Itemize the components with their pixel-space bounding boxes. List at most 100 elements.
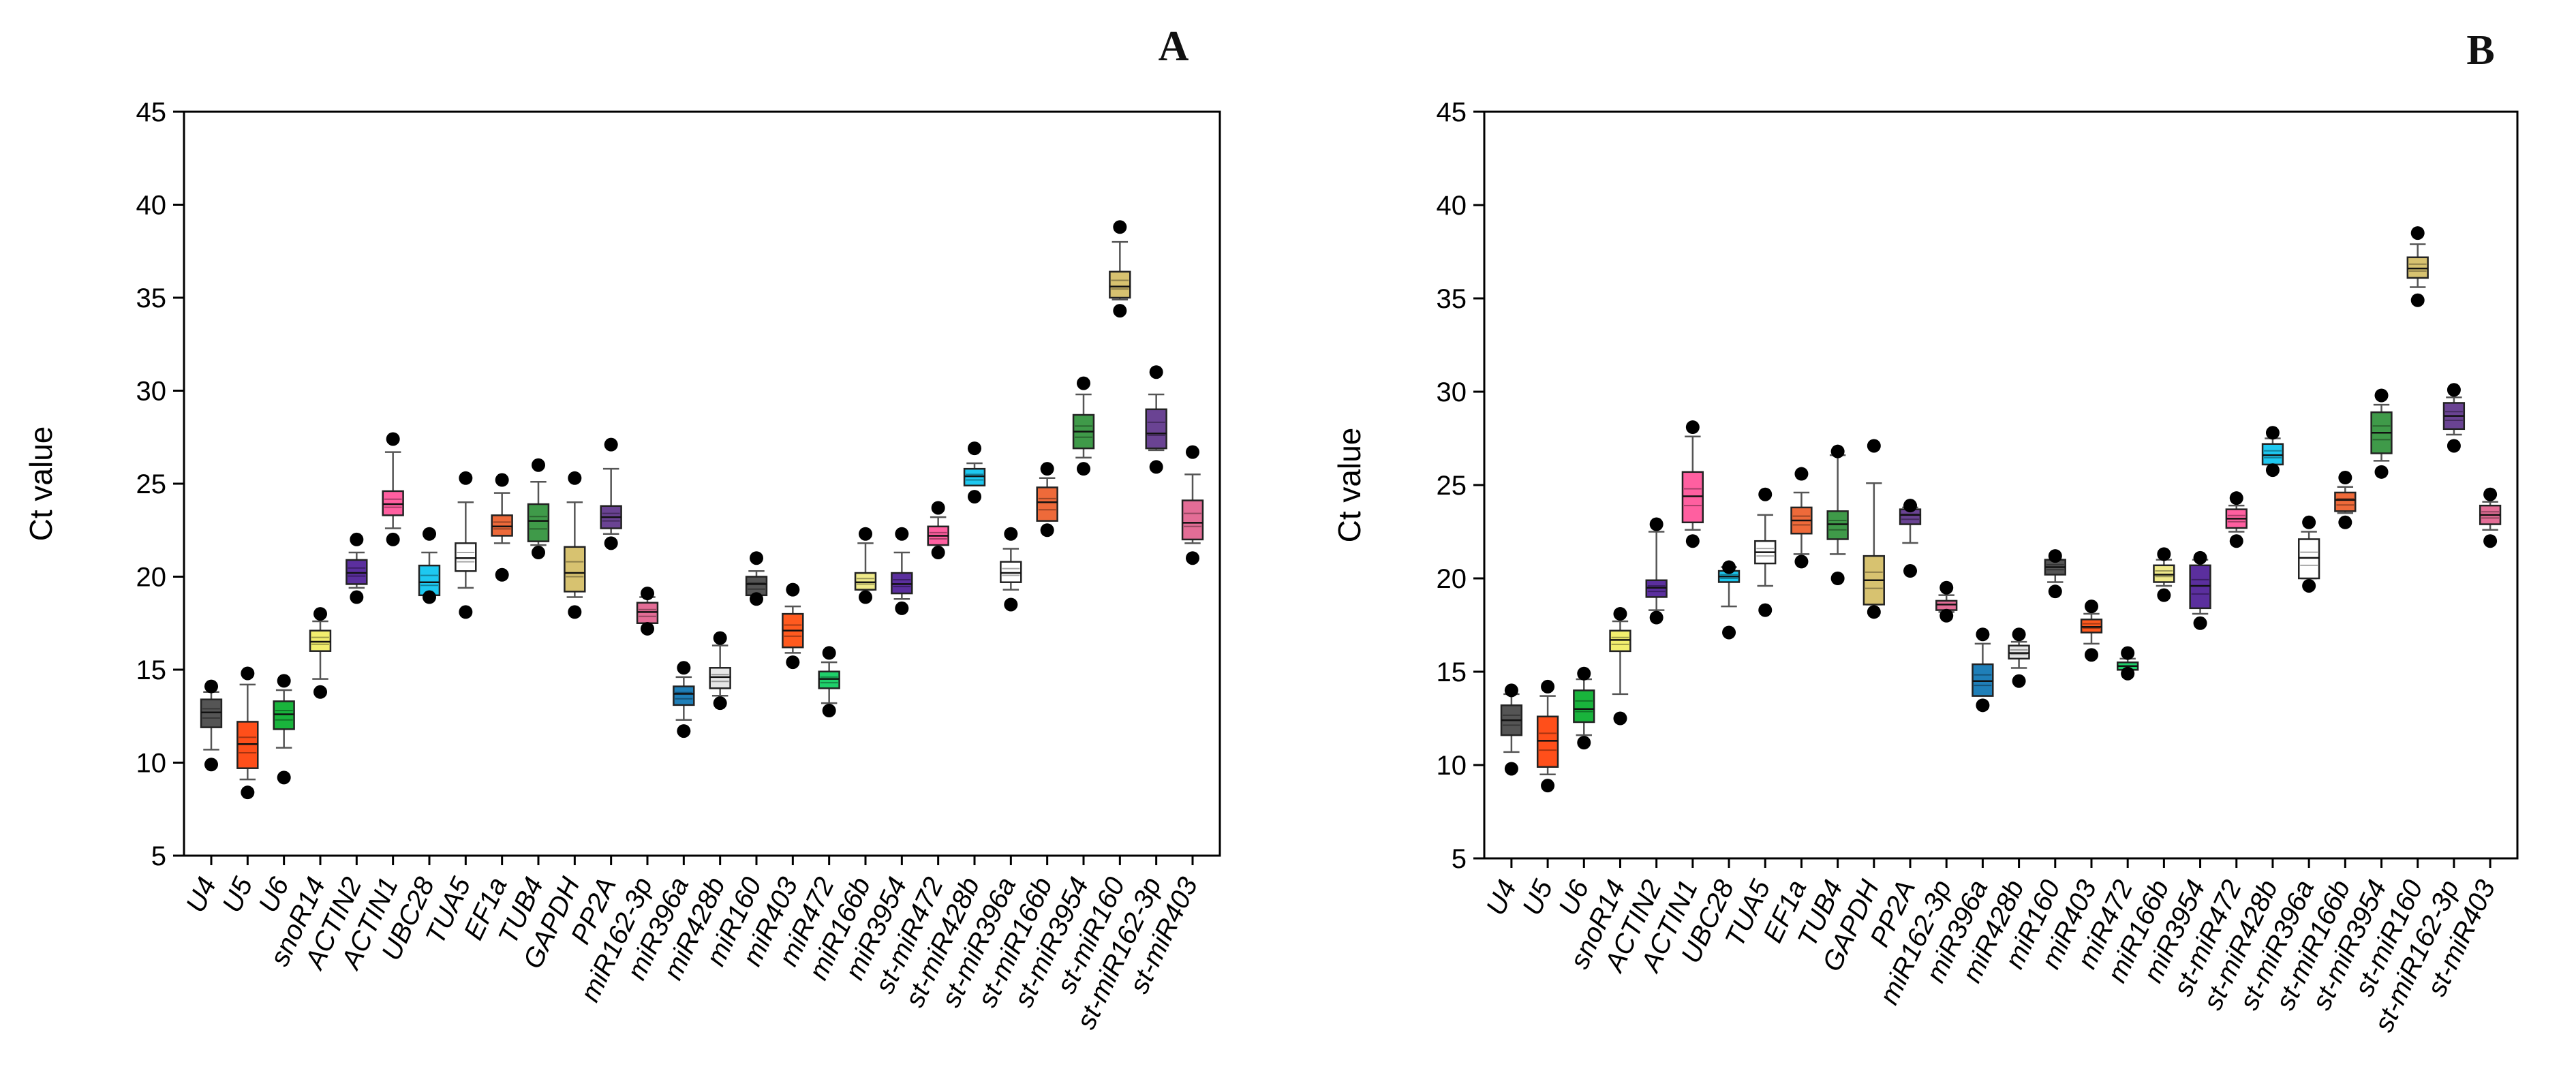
outlier-point [2084, 648, 2098, 662]
outlier-point [1040, 462, 1054, 476]
outlier-point [2121, 646, 2135, 660]
x-tick-label: U4 [181, 873, 222, 917]
box-actin2 [346, 532, 368, 604]
outlier-point [1976, 627, 1990, 642]
box-st-mir162-3p [1145, 365, 1167, 474]
box-mir396a [673, 661, 695, 738]
outlier-point [277, 674, 291, 688]
outlier-point [1186, 445, 1199, 459]
box-st-mir403 [1181, 445, 1204, 565]
outlier-point [859, 527, 872, 541]
box-body [2406, 256, 2429, 279]
outlier-point [931, 501, 945, 515]
outlier-point [2483, 487, 2498, 501]
outlier-point [350, 532, 364, 546]
y-tick-label: 15 [136, 655, 167, 685]
outlier-point [568, 471, 582, 485]
box-st-mir428b [2261, 426, 2284, 478]
box-body [2334, 491, 2357, 512]
outlier-point [1903, 564, 1918, 578]
outlier-point [2447, 383, 2461, 397]
outlier-point [495, 473, 509, 487]
outlier-point [568, 605, 582, 619]
y-tick-label: 5 [1452, 844, 1467, 874]
box-body [527, 503, 550, 542]
box-body [236, 721, 259, 769]
outlier-point [1577, 736, 1591, 750]
outlier-point [786, 582, 800, 597]
outlier-point [423, 527, 436, 541]
box-st-mir160 [2406, 226, 2429, 307]
outlier-point [204, 758, 218, 772]
box-body [273, 700, 295, 730]
outlier-point [495, 567, 509, 582]
panel-b: BCt value51015202530354045U4U5U6snoR14AC… [1332, 27, 2519, 1036]
outlier-point [386, 532, 400, 546]
outlier-point [423, 590, 436, 604]
outlier-point [641, 587, 654, 601]
panel-letter: B [2466, 27, 2494, 74]
box-body [854, 572, 877, 591]
box-mir166b [2153, 547, 2175, 602]
plot-frame [1483, 110, 2519, 860]
box-body [709, 667, 731, 689]
box-actin1 [382, 432, 404, 546]
box-mir428b [2008, 627, 2030, 688]
y-tick-label: 40 [136, 191, 167, 221]
outlier-point [1577, 666, 1591, 681]
box-st-mir472 [2225, 491, 2248, 548]
y-axis-label: Ct value [23, 426, 59, 542]
box-body [1181, 499, 1204, 541]
box-st-mir3954 [2370, 388, 2393, 479]
y-axis-label: Ct value [1332, 428, 1367, 543]
outlier-point [968, 490, 981, 504]
outlier-point [2265, 463, 2280, 478]
box-body [200, 698, 223, 728]
box-mir403 [2080, 600, 2103, 662]
box-body [636, 602, 659, 624]
box-snor14 [1609, 607, 1631, 726]
box-body [1972, 663, 1994, 697]
box-ubc28 [418, 527, 441, 604]
box-body [1609, 629, 1631, 653]
box-st-mir3954 [1072, 376, 1095, 476]
box-pp2a [600, 437, 622, 550]
box-body [1145, 408, 1167, 450]
outlier-point [677, 661, 691, 675]
outlier-point [1867, 439, 1881, 453]
box-body [1681, 471, 1704, 524]
box-body [1645, 579, 1668, 598]
outlier-point [895, 527, 909, 541]
box-body [1935, 600, 1958, 611]
outlier-point [604, 536, 618, 550]
box-ef1a [1790, 467, 1813, 569]
outlier-point [1004, 527, 1018, 541]
y-tick-label: 25 [136, 469, 167, 499]
outlier-point [2338, 471, 2352, 485]
x-tick-label: U5 [1517, 875, 1559, 920]
box-u6 [273, 674, 295, 785]
box-st-mir396a [2297, 515, 2320, 593]
outlier-point [641, 621, 654, 636]
box-ubc28 [1717, 560, 1741, 640]
box-st-mir166b [2334, 471, 2357, 529]
box-mir3954 [891, 527, 913, 615]
outlier-point [1758, 487, 1773, 501]
outlier-point [1149, 365, 1163, 379]
box-body [309, 629, 332, 652]
box-st-mir428b [963, 441, 986, 504]
outlier-point [532, 458, 545, 472]
box-body [2189, 564, 2211, 610]
outlier-point [1649, 610, 1663, 625]
box-ef1a [491, 473, 513, 582]
outlier-point [2121, 666, 2135, 681]
outlier-point [1040, 523, 1054, 538]
box-mir472 [2117, 646, 2139, 681]
outlier-point [2229, 491, 2243, 505]
outlier-point [2048, 585, 2062, 599]
outlier-point [604, 437, 618, 452]
outlier-point [313, 685, 327, 699]
outlier-point [859, 590, 872, 604]
y-tick-label: 10 [1437, 751, 1467, 781]
